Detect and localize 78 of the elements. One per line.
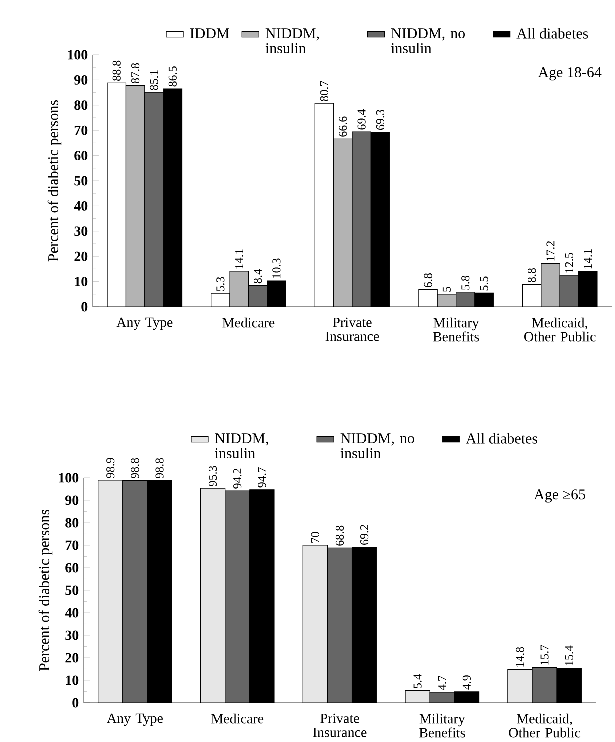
- legend-label: IDDM: [190, 28, 230, 38]
- y-tick-label: 40: [65, 608, 79, 618]
- y-tick-label: 70: [74, 126, 88, 136]
- y-tick-label: 60: [66, 563, 79, 573]
- legend-label: NIDDM, no insulin: [340, 434, 414, 459]
- y-tick-label: 20: [66, 653, 79, 663]
- data-label: 94.2: [234, 468, 242, 489]
- data-label: 80.7: [320, 81, 329, 102]
- x-tick-label: Medicare: [222, 318, 275, 328]
- data-label: 88.8: [112, 60, 121, 81]
- data-label: 8.4: [254, 269, 262, 284]
- data-label: 66.6: [339, 116, 348, 137]
- y-tick-label: 0: [82, 302, 88, 312]
- y-tick-label: 80: [74, 100, 88, 110]
- y-tick-label: 100: [68, 50, 88, 60]
- y-tick-label: 0: [72, 698, 79, 708]
- x-tick-label: Medicaid, Other Public: [509, 714, 581, 738]
- legend-label: NIDDM, no insulin: [391, 28, 465, 54]
- data-label: 15.4: [565, 646, 574, 666]
- y-tick-label: 50: [74, 176, 88, 186]
- data-label: 14.1: [235, 249, 244, 269]
- data-label: 98.9: [106, 458, 115, 478]
- y-tick-label: 10: [75, 277, 88, 287]
- y-axis-title: Percent of diabetic persons: [38, 510, 53, 672]
- legend-label: All diabetes: [516, 28, 588, 39]
- data-label: 5.3: [216, 277, 225, 292]
- legend-label: NIDDM, insulin: [266, 28, 320, 54]
- x-tick-label: Any Type: [107, 714, 164, 726]
- y-tick-label: 60: [74, 151, 88, 161]
- x-tick-label: Any Type: [116, 318, 173, 330]
- x-tick-label: Military Benefits: [419, 714, 466, 738]
- y-tick-label: 90: [74, 75, 88, 85]
- data-label: 8.8: [528, 268, 536, 283]
- data-label: 5.5: [480, 276, 488, 291]
- data-label: 17.2: [546, 242, 555, 261]
- y-tick-label: 30: [74, 226, 88, 236]
- data-label: 5.8: [462, 276, 470, 290]
- data-label: 69.3: [376, 110, 385, 130]
- data-label: 95.3: [208, 466, 218, 486]
- y-tick-label: 100: [59, 473, 79, 483]
- y-tick-label: 20: [74, 252, 88, 262]
- y-tick-label: 90: [66, 496, 79, 506]
- annotation: Age ≥65: [534, 490, 586, 503]
- legend-label: All diabetes: [466, 433, 538, 444]
- y-tick-label: 40: [74, 201, 88, 211]
- data-label: 69.2: [360, 525, 369, 545]
- y-tick-label: 10: [66, 676, 79, 686]
- data-label: 14.1: [584, 249, 592, 269]
- data-label: 15.7: [540, 645, 549, 665]
- data-label: 87.8: [131, 63, 140, 84]
- data-label: 70: [311, 532, 320, 543]
- data-label: 94.7: [258, 467, 266, 488]
- data-label: 86.5: [168, 66, 177, 87]
- x-tick-label: Medicaid, Other Public: [524, 318, 596, 342]
- data-label: 14.8: [516, 647, 524, 667]
- data-label: 4.9: [462, 676, 472, 690]
- data-label: 12.5: [565, 253, 574, 273]
- y-tick-label: 50: [66, 586, 79, 596]
- y-tick-label: 80: [66, 518, 79, 528]
- x-tick-label: Private Insurance: [313, 714, 367, 738]
- y-tick-label: 30: [66, 630, 79, 640]
- data-label: 98.8: [156, 458, 164, 478]
- data-label: 4.7: [438, 676, 446, 690]
- x-tick-label: Private Insurance: [326, 318, 380, 342]
- y-tick-label: 70: [66, 540, 79, 550]
- legend-label: NIDDM, insulin: [215, 434, 268, 459]
- data-label: 69.4: [358, 109, 366, 130]
- data-label: 68.8: [336, 526, 344, 546]
- data-label: 10.3: [272, 258, 281, 278]
- data-label: 85.1: [150, 70, 158, 90]
- annotation: Age 18-64: [538, 67, 602, 81]
- x-tick-label: Medicare: [212, 714, 264, 724]
- data-label: 6.8: [424, 274, 432, 288]
- x-tick-label: Military Benefits: [433, 318, 480, 342]
- y-axis-title: Percent of diabetic persons: [48, 100, 62, 262]
- data-label: 5: [442, 287, 451, 292]
- data-label: 98.8: [131, 458, 140, 478]
- data-label: 5.4: [414, 674, 422, 688]
